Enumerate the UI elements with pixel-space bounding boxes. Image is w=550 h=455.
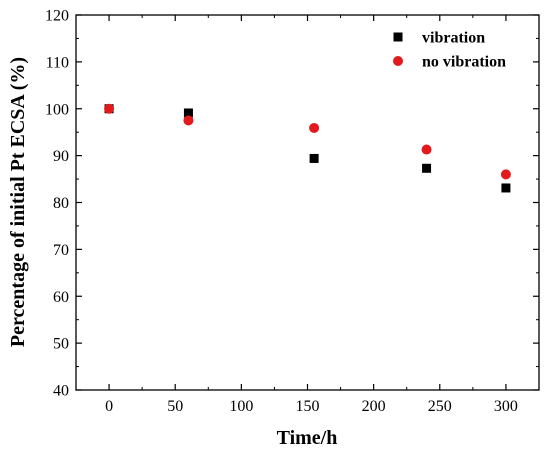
data-point-no-vibration: [104, 103, 115, 114]
data-point-no-vibration: [183, 115, 194, 126]
y-tick-label: 40: [53, 383, 69, 400]
legend-label: no vibration: [422, 54, 506, 71]
plot-frame: [75, 14, 540, 391]
data-point-vibration: [501, 183, 511, 193]
x-axis-label: Time/h: [277, 427, 338, 449]
y-tick-label: 120: [45, 8, 69, 25]
data-point-no-vibration: [500, 169, 511, 180]
legend-marker-square: [393, 32, 403, 42]
y-axis-ticks: 40 50 60 70 80 90 100 110 120: [45, 8, 539, 400]
data-point-no-vibration: [421, 144, 432, 155]
x-tick-label: 50: [167, 398, 183, 415]
x-tick-label: 0: [105, 398, 113, 415]
y-tick-label: 70: [53, 242, 69, 259]
data-point-vibration: [309, 153, 319, 163]
y-tick-label: 90: [53, 148, 69, 165]
legend: vibration no vibration: [393, 30, 506, 71]
x-tick-label: 250: [428, 398, 452, 415]
y-tick-label: 50: [53, 336, 69, 353]
data-point-vibration: [422, 163, 432, 173]
data-points: [104, 103, 511, 193]
y-tick-label: 80: [53, 195, 69, 212]
x-tick-label: 150: [296, 398, 320, 415]
legend-label: vibration: [422, 30, 485, 47]
data-point-no-vibration: [309, 122, 320, 133]
data-point-vibration: [183, 108, 193, 118]
y-tick-label: 60: [53, 289, 69, 306]
x-axis-ticks: 0 50 100 150 200 250 300: [75, 15, 540, 415]
x-tick-label: 200: [362, 398, 386, 415]
legend-marker-circle: [393, 56, 403, 66]
y-tick-label: 110: [46, 54, 69, 71]
y-tick-label: 100: [45, 101, 69, 118]
x-tick-label: 100: [229, 398, 253, 415]
y-axis-label: Percentage of initial Pt ECSA (%): [7, 57, 29, 347]
x-tick-label: 300: [494, 398, 518, 415]
